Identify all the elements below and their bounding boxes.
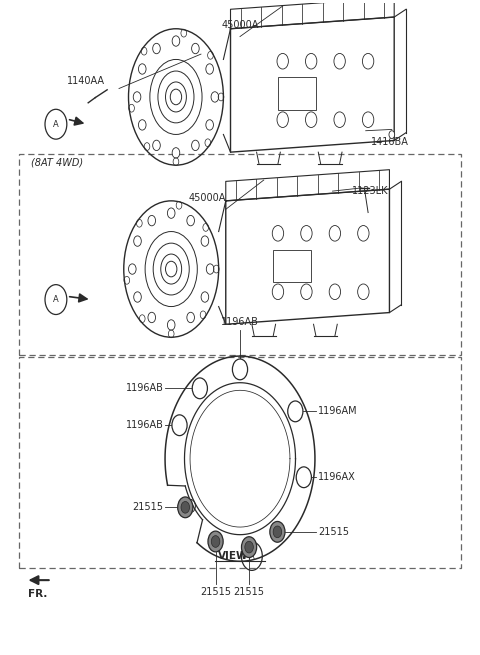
Circle shape: [138, 120, 146, 130]
Circle shape: [211, 536, 220, 548]
Circle shape: [288, 401, 303, 422]
Circle shape: [172, 147, 180, 158]
Circle shape: [134, 292, 141, 302]
Text: 1416BA: 1416BA: [371, 137, 408, 147]
Circle shape: [178, 497, 193, 517]
Circle shape: [206, 64, 214, 74]
Circle shape: [170, 89, 181, 105]
Text: 45000A: 45000A: [221, 20, 259, 30]
Text: 21515: 21515: [132, 502, 164, 512]
Circle shape: [245, 541, 253, 553]
Text: A: A: [53, 120, 59, 129]
Text: 21515: 21515: [318, 527, 349, 537]
Circle shape: [192, 378, 207, 399]
Text: 45000A: 45000A: [188, 193, 226, 203]
Circle shape: [187, 215, 194, 226]
Circle shape: [389, 131, 395, 138]
Text: 1196AB: 1196AB: [126, 421, 164, 430]
Circle shape: [172, 415, 187, 436]
Circle shape: [168, 320, 175, 330]
Circle shape: [134, 236, 141, 246]
Circle shape: [181, 502, 190, 513]
Text: 1123LK: 1123LK: [351, 186, 388, 196]
Circle shape: [296, 467, 312, 487]
Circle shape: [153, 140, 160, 151]
Circle shape: [211, 92, 219, 102]
Circle shape: [172, 36, 180, 47]
Circle shape: [270, 521, 285, 542]
Circle shape: [168, 208, 175, 218]
Text: (8AT 4WD): (8AT 4WD): [31, 157, 84, 167]
Circle shape: [241, 536, 257, 557]
Circle shape: [166, 261, 177, 277]
Text: 1196AB: 1196AB: [221, 317, 259, 327]
Text: 21515: 21515: [200, 588, 231, 597]
Circle shape: [148, 215, 156, 226]
Circle shape: [138, 64, 146, 74]
Circle shape: [201, 236, 209, 246]
Text: 1196AM: 1196AM: [318, 406, 358, 417]
Circle shape: [192, 140, 199, 151]
Text: A: A: [53, 295, 59, 304]
Circle shape: [208, 531, 223, 552]
Text: VIEW: VIEW: [218, 551, 248, 561]
Circle shape: [153, 43, 160, 54]
Text: 1196AX: 1196AX: [318, 472, 356, 482]
Circle shape: [206, 120, 214, 130]
Circle shape: [148, 312, 156, 323]
Circle shape: [129, 264, 136, 274]
Circle shape: [273, 526, 282, 538]
Text: 1196AB: 1196AB: [126, 383, 164, 393]
Circle shape: [201, 292, 209, 302]
Circle shape: [133, 92, 141, 102]
Circle shape: [192, 43, 199, 54]
Text: 1140AA: 1140AA: [67, 76, 105, 86]
Circle shape: [206, 264, 214, 274]
Circle shape: [232, 359, 248, 380]
Text: 21515: 21515: [234, 588, 264, 597]
Text: FR.: FR.: [28, 589, 48, 599]
Circle shape: [187, 312, 194, 323]
Text: A: A: [249, 552, 255, 561]
